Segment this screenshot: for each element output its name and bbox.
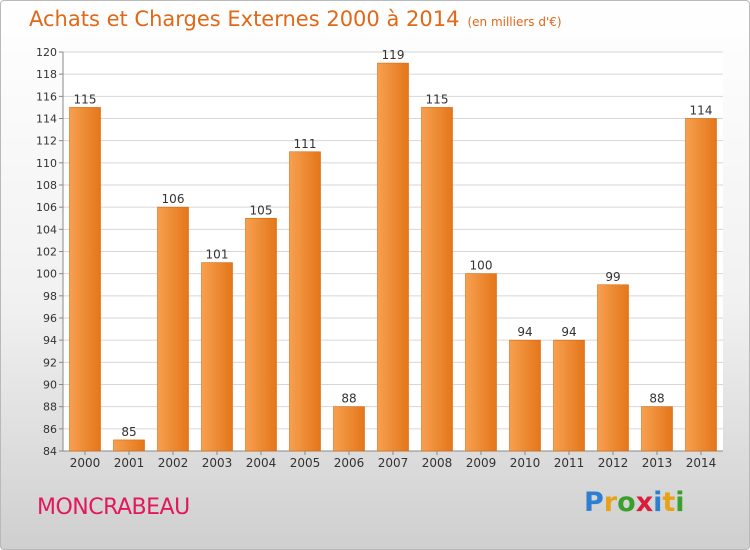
bar-2014 bbox=[685, 118, 717, 452]
bar-value-label: 85 bbox=[121, 425, 136, 439]
chart-title-unit: (en milliers d'€) bbox=[467, 15, 562, 29]
x-tick-label: 2008 bbox=[422, 456, 453, 470]
logo-letter: i bbox=[675, 487, 685, 518]
bar-value-label: 88 bbox=[649, 392, 664, 406]
x-tick-label: 2013 bbox=[642, 456, 673, 470]
y-tick-label: 120 bbox=[36, 46, 57, 59]
y-tick-label: 96 bbox=[43, 312, 57, 325]
logo-letter: i bbox=[653, 487, 663, 518]
bar-value-label: 94 bbox=[517, 325, 532, 339]
x-tick-label: 2011 bbox=[554, 456, 585, 470]
y-tick-label: 116 bbox=[36, 90, 57, 103]
bar-2011 bbox=[553, 339, 585, 452]
bar-2010 bbox=[509, 339, 541, 452]
bar-2013 bbox=[641, 406, 673, 452]
bar-value-label: 115 bbox=[74, 92, 97, 106]
bar-value-label: 88 bbox=[341, 392, 356, 406]
bar-value-label: 106 bbox=[162, 192, 185, 206]
logo-letter: t bbox=[662, 487, 676, 518]
x-tick-label: 2007 bbox=[378, 456, 409, 470]
x-tick-label: 2009 bbox=[466, 456, 497, 470]
y-tick-label: 112 bbox=[36, 135, 57, 148]
bar-2006 bbox=[333, 406, 365, 452]
x-tick-label: 2001 bbox=[114, 456, 145, 470]
y-tick-label: 92 bbox=[43, 356, 57, 369]
bar-2004 bbox=[245, 217, 277, 452]
y-tick-label: 108 bbox=[36, 179, 57, 192]
chart-title: Achats et Charges Externes 2000 à 2014 (e… bbox=[29, 7, 562, 31]
y-tick-label: 104 bbox=[36, 223, 57, 236]
y-tick-label: 102 bbox=[36, 246, 57, 259]
x-tick-label: 2010 bbox=[510, 456, 541, 470]
y-tick-label: 88 bbox=[43, 401, 57, 414]
logo-letter: o bbox=[617, 487, 636, 518]
bar-value-label: 114 bbox=[690, 104, 713, 118]
bar-2009 bbox=[465, 273, 497, 452]
y-tick-label: 100 bbox=[36, 268, 57, 281]
y-tick-label: 98 bbox=[43, 290, 57, 303]
x-tick-label: 2004 bbox=[246, 456, 277, 470]
x-tick-label: 2014 bbox=[686, 456, 717, 470]
bar-2012 bbox=[597, 284, 629, 452]
y-tick-label: 84 bbox=[43, 445, 57, 458]
bar-2007 bbox=[377, 62, 409, 452]
bar-value-label: 100 bbox=[470, 259, 493, 273]
x-tick-label: 2003 bbox=[202, 456, 233, 470]
bar-2008 bbox=[421, 107, 453, 452]
logo-letter: x bbox=[635, 487, 654, 518]
x-tick-label: 2012 bbox=[598, 456, 629, 470]
chart-title-main: Achats et Charges Externes 2000 à 2014 bbox=[29, 7, 460, 31]
bar-2003 bbox=[201, 262, 233, 452]
bar-value-label: 105 bbox=[250, 203, 273, 217]
y-tick-label: 90 bbox=[43, 379, 57, 392]
y-tick-label: 106 bbox=[36, 201, 57, 214]
bar-value-label: 99 bbox=[605, 270, 620, 284]
logo-letter: r bbox=[603, 487, 618, 518]
y-tick-label: 114 bbox=[36, 113, 57, 126]
commune-name: MONCRABEAU bbox=[37, 495, 190, 520]
bar-value-label: 119 bbox=[382, 48, 405, 62]
bar-value-label: 94 bbox=[561, 325, 576, 339]
x-tick-label: 2000 bbox=[70, 456, 101, 470]
bar-2002 bbox=[157, 206, 189, 452]
bar-value-label: 115 bbox=[426, 92, 449, 106]
y-tick-label: 118 bbox=[36, 68, 57, 81]
bar-value-label: 111 bbox=[294, 137, 317, 151]
bar-2001 bbox=[113, 439, 145, 452]
y-tick-label: 110 bbox=[36, 157, 57, 170]
y-tick-label: 86 bbox=[43, 423, 57, 436]
bar-2000 bbox=[69, 107, 101, 452]
bar-value-label: 101 bbox=[206, 248, 229, 262]
x-tick-label: 2002 bbox=[158, 456, 189, 470]
bar-2005 bbox=[289, 151, 321, 452]
x-tick-label: 2006 bbox=[334, 456, 365, 470]
x-tick-label: 2005 bbox=[290, 456, 321, 470]
proxiti-logo: Proxiti bbox=[584, 487, 685, 518]
y-tick-label: 94 bbox=[43, 334, 57, 347]
logo-letter: P bbox=[584, 487, 604, 518]
